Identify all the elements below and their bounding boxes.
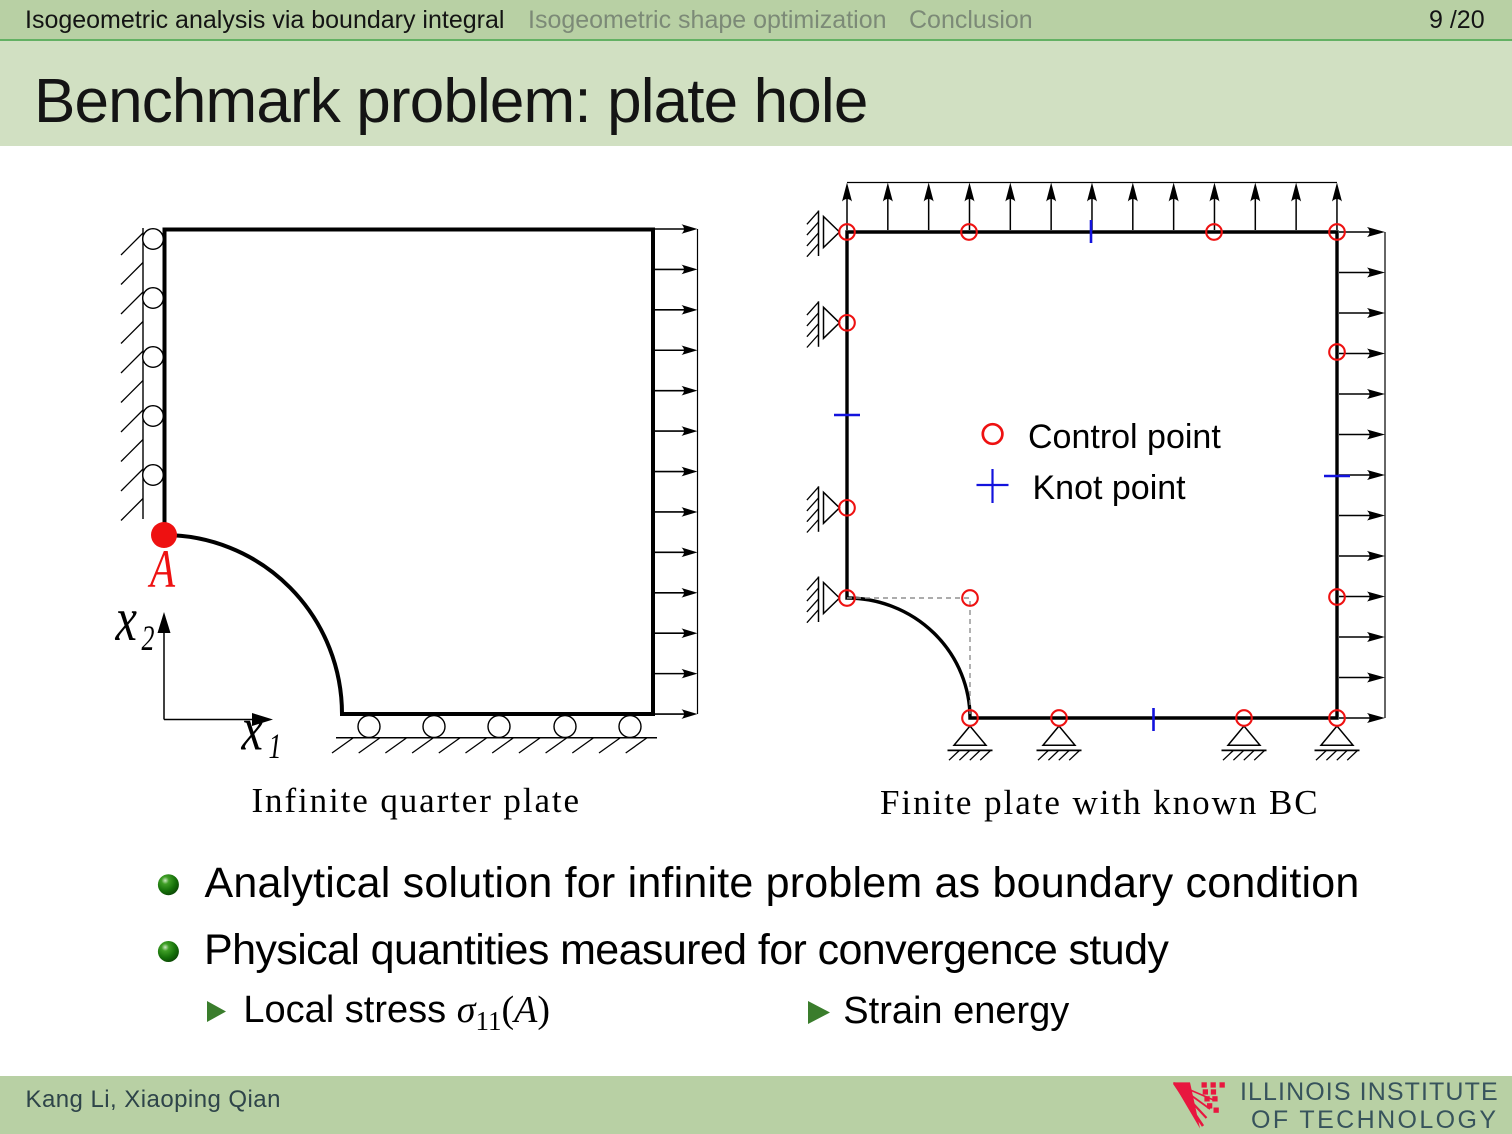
svg-text:x: x: [241, 695, 264, 764]
svg-text:A: A: [147, 540, 175, 600]
svg-text:x: x: [115, 585, 138, 654]
svg-text:2: 2: [142, 618, 155, 658]
svg-text:1: 1: [269, 726, 282, 766]
